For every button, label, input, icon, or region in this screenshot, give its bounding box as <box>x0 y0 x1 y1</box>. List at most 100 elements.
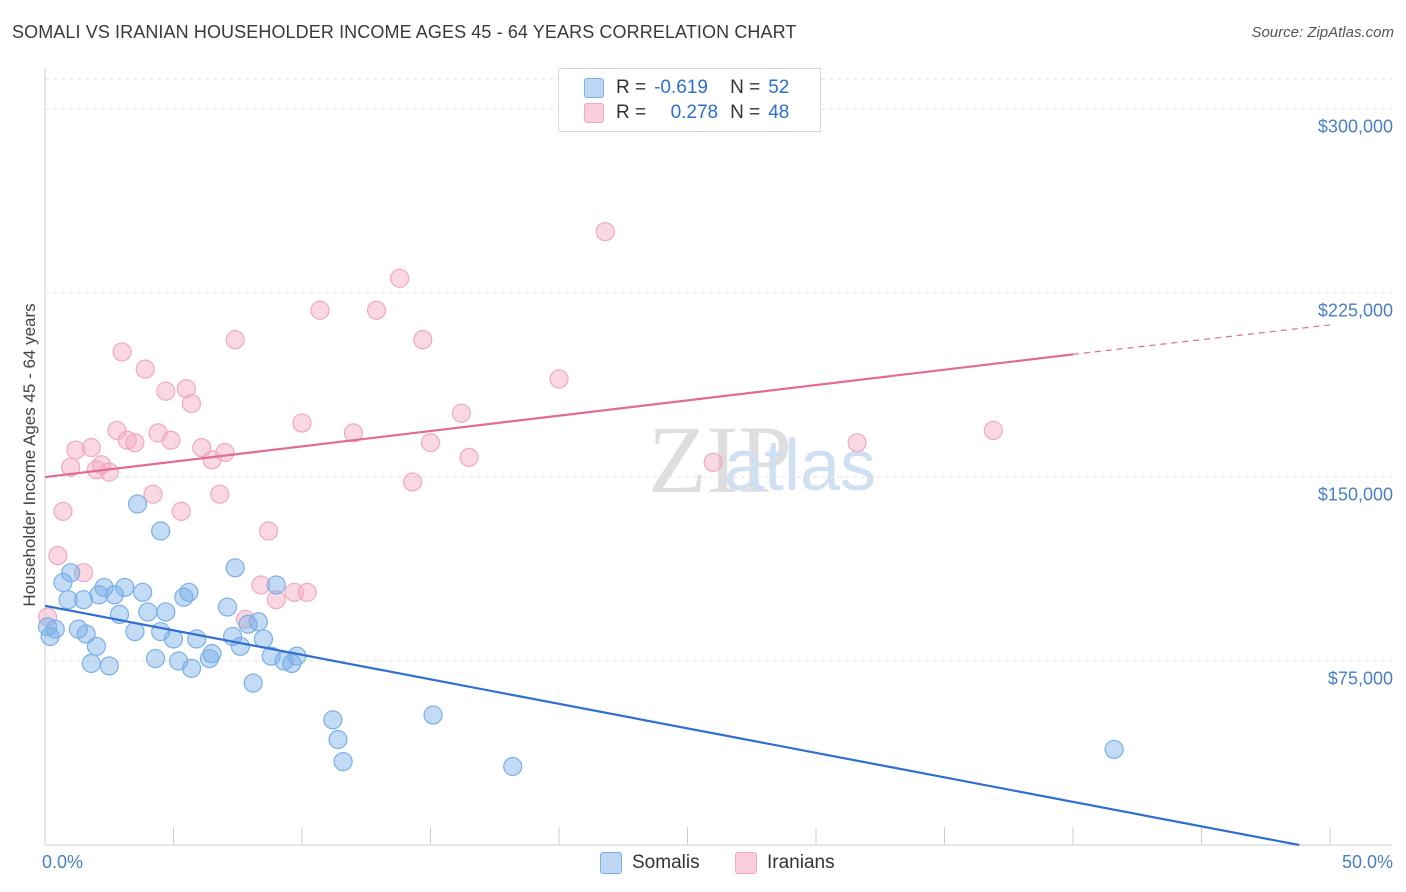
somalis-point <box>199 648 220 669</box>
watermark-zip: ZIP <box>648 406 792 513</box>
iranians-point <box>176 379 196 399</box>
somalis-point <box>53 572 73 593</box>
somalis-point <box>86 636 107 656</box>
iranians-point <box>983 420 1003 441</box>
iranians-legend-label: Iranians <box>767 852 835 873</box>
iranians-point <box>595 222 615 242</box>
somalis-point <box>217 597 238 617</box>
somalis-point <box>179 582 199 602</box>
somalis-point <box>1104 739 1124 759</box>
somalis-point <box>156 602 176 622</box>
somalis-point <box>115 577 135 598</box>
iranians-point <box>53 501 73 521</box>
r-label: R = <box>616 77 647 98</box>
x-tick-max: 50.0% <box>1341 852 1393 872</box>
gridlines <box>45 78 1392 662</box>
iranians-point <box>847 433 867 453</box>
stats-legend: R = -0.619 N = 52 R = 0.278 N = 48 <box>558 68 821 132</box>
iranians-swatch <box>584 103 604 123</box>
y-tick-label: $75,000 <box>1327 668 1393 689</box>
somalis-point <box>423 705 443 725</box>
somalis-point <box>76 624 96 644</box>
trend-lines <box>44 324 1331 847</box>
iranians-point <box>181 393 202 414</box>
iranians-legend-swatch <box>735 852 757 874</box>
iranians-point <box>156 381 176 401</box>
somalis-point <box>127 494 148 514</box>
somalis-point <box>202 644 222 664</box>
iranians-point <box>451 403 471 423</box>
somalis-point <box>145 648 166 669</box>
iranians-point <box>258 521 279 541</box>
n-value: 52 <box>768 77 790 98</box>
stats-row-iranians: R = 0.278 N = 48 <box>584 101 789 125</box>
iranians-point <box>125 433 145 453</box>
iranians-point <box>549 369 569 389</box>
n-value: 48 <box>768 102 790 123</box>
n-label: N = <box>730 102 761 123</box>
iranians-point <box>366 300 387 320</box>
iranians-point <box>117 430 137 450</box>
iranians-trend-line <box>44 353 1074 479</box>
iranians-point <box>210 484 230 504</box>
somalis-point <box>61 563 81 583</box>
somalis-point <box>328 729 348 750</box>
somalis-point <box>40 626 60 647</box>
somalis-point <box>81 653 101 674</box>
somalis-point <box>261 646 281 666</box>
iranians-point <box>81 437 101 458</box>
iranians-point <box>402 472 423 492</box>
somalis-point <box>503 756 523 777</box>
somalis-points <box>37 494 1124 777</box>
somalis-point <box>243 673 263 693</box>
somalis-point <box>94 577 114 598</box>
iranians-point <box>225 330 245 350</box>
somalis-point <box>323 710 343 730</box>
iranians-point <box>99 462 119 482</box>
iranians-trend-extension <box>1072 324 1331 355</box>
iranians-point <box>390 268 410 288</box>
n-label: N = <box>730 77 761 98</box>
somalis-swatch <box>584 78 604 98</box>
iranians-point <box>251 575 271 595</box>
iranians-point <box>266 590 286 610</box>
iranians-point <box>459 447 479 468</box>
somalis-point <box>138 602 158 622</box>
iranians-point <box>135 359 155 379</box>
legend-somalis[interactable]: Somalis <box>600 852 700 874</box>
watermark-atlas: atlas <box>724 426 876 506</box>
iranians-point <box>107 420 127 441</box>
somalis-point <box>73 590 94 610</box>
iranians-point <box>143 484 163 504</box>
y-tick-label: $150,000 <box>1317 484 1393 505</box>
somalis-point <box>181 658 202 678</box>
iranians-point <box>171 501 191 521</box>
somalis-point <box>58 590 78 610</box>
iranians-point <box>192 437 212 458</box>
somalis-point <box>333 751 353 772</box>
stats-row-somalis: R = -0.619 N = 52 <box>584 76 789 100</box>
iranians-point <box>112 342 132 362</box>
somalis-point <box>104 585 124 605</box>
somalis-point <box>99 656 119 676</box>
source-label: Source: ZipAtlas.com <box>1251 24 1394 41</box>
r-value: -0.619 <box>654 77 708 98</box>
iranians-point <box>66 440 86 460</box>
iranians-point <box>292 413 312 433</box>
somalis-point <box>133 582 153 602</box>
iranians-point <box>343 423 363 443</box>
iranians-point <box>413 330 433 350</box>
r-label: R = <box>616 102 647 123</box>
somalis-legend-label: Somalis <box>632 852 700 873</box>
somalis-point <box>266 575 286 595</box>
somalis-point <box>248 612 268 632</box>
chart-title: SOMALI VS IRANIAN HOUSEHOLDER INCOME AGE… <box>12 22 797 42</box>
iranians-points <box>37 222 1003 629</box>
iranians-point <box>48 545 68 566</box>
iranians-point <box>61 457 81 477</box>
somalis-point <box>151 521 171 541</box>
y-tick-label: $300,000 <box>1317 116 1393 137</box>
somalis-trend-line <box>44 604 1300 847</box>
legend-iranians[interactable]: Iranians <box>735 852 835 874</box>
